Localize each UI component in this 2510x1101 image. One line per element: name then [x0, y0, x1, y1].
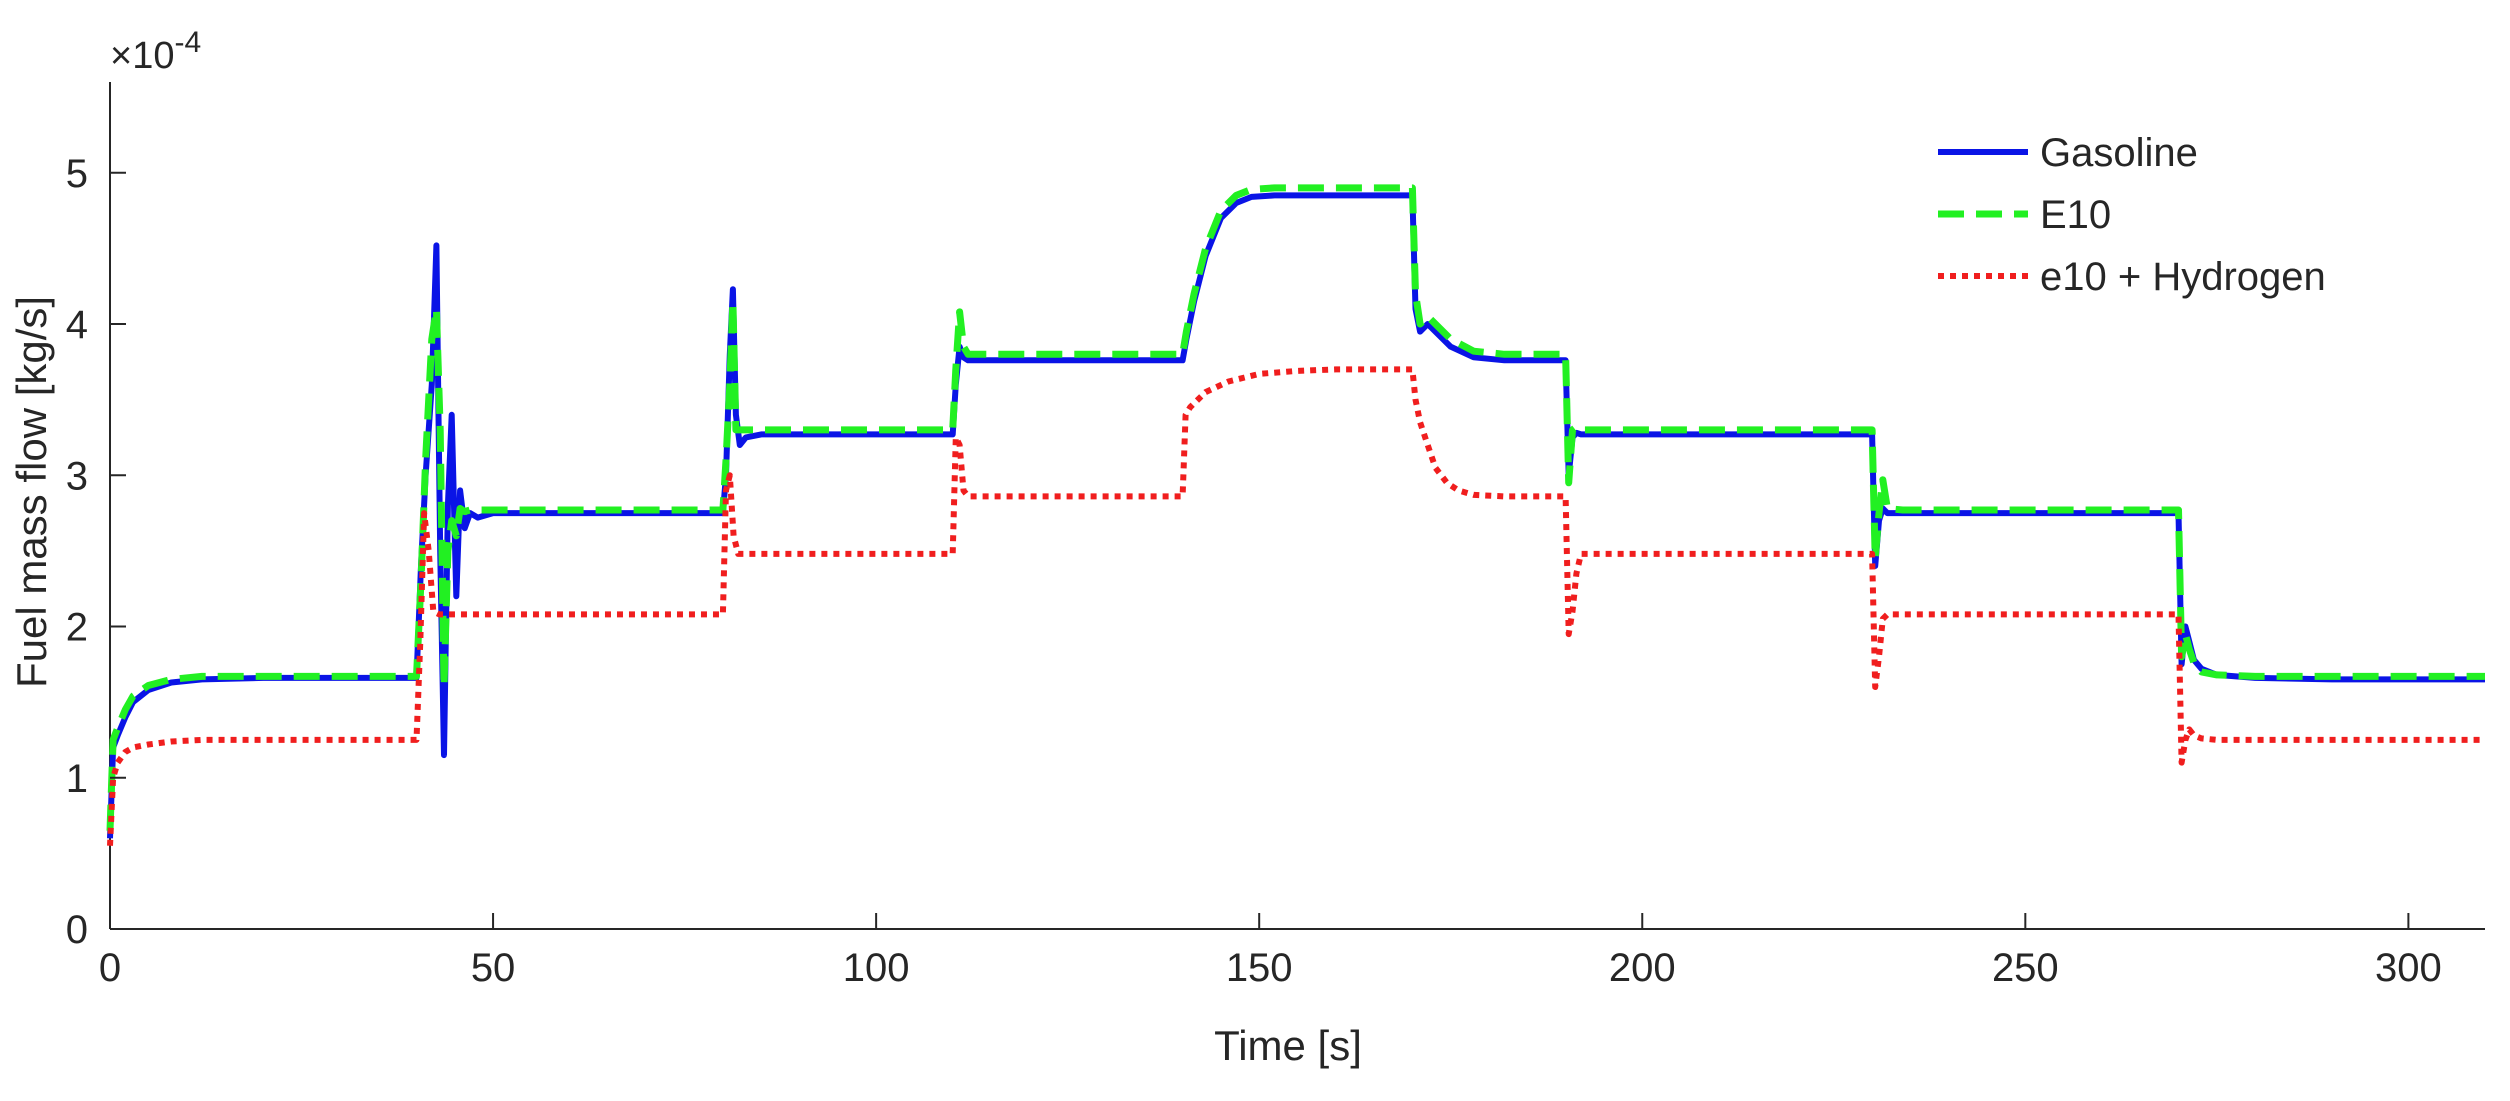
x-tick-label: 50	[471, 946, 516, 990]
y-exponent-power: -4	[174, 26, 201, 59]
legend-entry-gasoline: Gasoline	[1938, 131, 2198, 175]
series-layer	[106, 184, 2485, 846]
y-tick-label: 2	[66, 606, 88, 650]
legend-label-e10: E10	[2040, 193, 2111, 237]
y-tick-label: 0	[66, 908, 88, 952]
y-tick-label: 1	[66, 757, 88, 801]
y-tick-label: 4	[66, 303, 88, 347]
y-axis-label: Fuel mass flow [kg/s]	[8, 296, 55, 688]
x-tick-label: 250	[1992, 946, 2059, 990]
ticks-layer: 0 50 100 150 200 250 300 0 1 2 3 4 5	[66, 152, 2442, 990]
legend-label-e10-hydrogen: e10 + Hydrogen	[2040, 255, 2326, 299]
x-axis-label: Time [s]	[1214, 1022, 1362, 1069]
legend-label-gasoline: Gasoline	[2040, 131, 2198, 175]
x-tick-label: 200	[1609, 946, 1676, 990]
legend-entry-e10-hydrogen: e10 + Hydrogen	[1938, 255, 2326, 299]
legend: Gasoline E10 e10 + Hydrogen	[1938, 131, 2326, 299]
y-tick-label: 3	[66, 454, 88, 498]
x-tick-label: 300	[2375, 946, 2442, 990]
series-line-e10	[106, 184, 2485, 831]
y-exponent-label: ×10-4	[110, 26, 201, 77]
x-tick-label: 150	[1226, 946, 1293, 990]
y-exponent-base: ×10	[110, 35, 174, 77]
axes-frame	[109, 82, 2485, 930]
x-tick-label: 100	[843, 946, 910, 990]
y-tick-label: 5	[66, 152, 88, 196]
legend-entry-e10: E10	[1938, 193, 2111, 237]
series-line-e10-hydrogen	[107, 366, 2485, 846]
x-tick-label: 0	[99, 946, 121, 990]
